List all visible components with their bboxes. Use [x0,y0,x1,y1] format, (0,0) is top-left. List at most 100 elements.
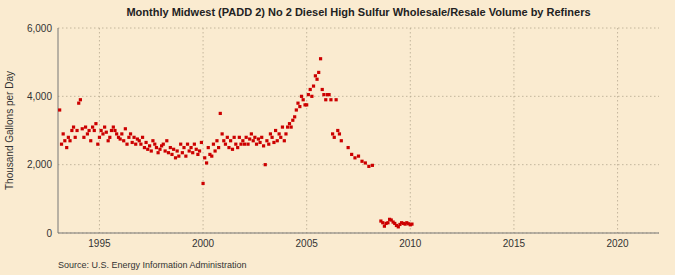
point [201,182,204,185]
point [248,137,251,140]
point [219,112,222,115]
point [212,143,215,146]
x-tick-label: 2000 [192,238,215,249]
point [322,93,325,96]
point [300,95,303,98]
x-tick-label: 2015 [503,238,526,249]
point [347,146,350,149]
point [279,136,282,139]
point [229,139,232,142]
grid-line-x [410,28,411,233]
point [213,149,216,152]
point [371,164,374,167]
point [153,143,156,146]
point [169,146,172,149]
grid-line-y [58,96,659,97]
point [340,139,343,142]
grid-line-y [58,233,659,234]
point [74,136,77,139]
point [274,129,277,132]
point [241,139,244,142]
point [115,132,118,135]
point [298,105,301,108]
point [110,129,113,132]
grid-line-y [58,28,659,29]
point [181,151,184,154]
point [68,139,71,142]
point [319,57,322,60]
point [134,143,137,146]
point [314,74,317,77]
point [222,139,225,142]
point [267,143,270,146]
point [357,155,360,158]
point [77,102,80,105]
point [257,137,260,140]
point [215,139,218,142]
grid-line-y [58,164,659,165]
point [286,125,289,128]
point [329,98,332,101]
point [276,139,279,142]
point [72,125,75,128]
point [93,129,96,132]
point [221,132,224,135]
point [177,155,180,158]
point [227,146,230,149]
point [91,125,94,128]
point [186,143,189,146]
point [331,132,334,135]
grid-line-x [203,28,204,233]
point [174,156,177,159]
point [127,136,130,139]
point [144,141,147,144]
y-tick-label: 2,000 [27,159,52,170]
point [125,143,128,146]
point [86,132,89,135]
point [189,146,192,149]
point [321,88,324,91]
point [252,139,255,142]
point [107,139,110,142]
point [188,149,191,152]
point [324,98,327,101]
point [210,155,213,158]
chart: 19952000200520102015202002,0004,0006,000… [0,0,675,275]
point [101,132,104,135]
point [236,146,239,149]
point [284,132,287,135]
point [75,129,78,132]
point [245,136,248,139]
point [335,98,338,101]
grid-line-x [617,28,618,233]
point [124,127,127,130]
point [67,136,70,139]
point [250,132,253,135]
point [203,156,206,159]
point [176,149,179,152]
point [132,136,135,139]
point [98,136,101,139]
point [94,122,97,125]
point [262,144,265,147]
point [270,136,273,139]
point [103,125,106,128]
point [353,156,356,159]
x-tick-label: 2020 [606,238,629,249]
point [238,136,241,139]
point [150,149,153,152]
point [148,144,151,147]
point [179,143,182,146]
grid-line-x [306,28,307,233]
y-axis-label: Thousand Gallons per Day [4,71,15,190]
y-tick-label: 0 [46,228,52,239]
tick-labels: 19952000200520102015202002,0004,0006,000 [27,23,629,250]
grid [58,28,659,233]
point [312,84,315,87]
point [207,146,210,149]
point [70,129,73,132]
point [184,155,187,158]
point [315,78,318,81]
point [293,115,296,118]
point [129,132,132,135]
